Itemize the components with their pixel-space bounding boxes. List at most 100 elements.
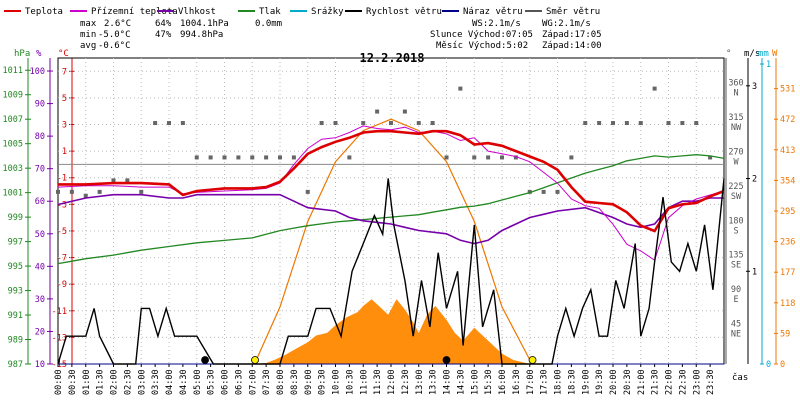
ms-axis-tick-label: 1 — [752, 267, 757, 277]
pct-axis-unit: % — [36, 49, 42, 59]
stat-min-pressure: 994.8hPa — [180, 30, 223, 40]
wind-direction-point — [56, 189, 60, 194]
hpa-axis-tick-label: 1011 — [3, 66, 23, 76]
wind-direction-point — [652, 86, 657, 91]
wind-direction-point — [347, 155, 352, 160]
time-axis-tick-label: 05:30 — [207, 369, 217, 395]
time-axis-tick-label: 12:30 — [401, 369, 411, 395]
w-axis-tick-label: 177 — [780, 268, 795, 278]
legend-label-gust: Náraz větru — [463, 7, 523, 17]
wind-direction-point — [708, 155, 713, 160]
dir-axis-tick-label: 315 — [728, 113, 743, 123]
time-axis-tick-label: 15:00 — [470, 369, 480, 395]
temp-axis-tick-label: -1 — [57, 174, 67, 184]
wind-direction-point — [472, 155, 477, 160]
dir-axis-tick-label: 90 — [731, 285, 741, 295]
dir-axis-unit: ° — [726, 49, 731, 59]
moonset-marker — [442, 356, 451, 364]
temp-axis-tick-label: -3 — [57, 200, 67, 210]
mm-axis-tick-label: 1 — [766, 60, 771, 70]
time-axis-tick-label: 04:00 — [165, 369, 175, 395]
temp-axis-tick-label: -11 — [52, 307, 67, 317]
pct-axis-tick-label: 80 — [35, 132, 45, 142]
wind-direction-point — [361, 121, 366, 126]
stat-max-humidity: 64% — [155, 19, 172, 29]
time-axis-tick-label: 18:00 — [554, 369, 564, 395]
w-axis-tick-label: 531 — [780, 85, 795, 95]
wind-direction-point — [680, 121, 685, 126]
w-axis-tick-label: 413 — [780, 146, 795, 156]
solar-radiation-area — [252, 299, 530, 364]
time-axis-tick-label: 13:30 — [429, 369, 439, 395]
pressure-line — [57, 154, 725, 265]
wind-direction-point — [666, 121, 671, 126]
time-axis-tick-label: 13:00 — [415, 369, 425, 395]
dir-axis-tick-label: 270 — [728, 147, 743, 157]
legend-label-temp: Teplota — [25, 7, 63, 17]
wind-direction-point — [638, 121, 643, 126]
legend-label-rain: Srážky — [311, 7, 344, 17]
wind-direction-point — [527, 189, 532, 194]
temp-axis-tick-label: 7 — [62, 67, 67, 77]
time-axis-label: čas — [732, 372, 748, 383]
dir-axis-compass-label: E — [733, 295, 738, 305]
time-axis-tick-label: 21:30 — [651, 369, 661, 395]
stat-max-temp: 2.6°C — [104, 19, 131, 29]
sun-rise-info: Slunce Východ:07:05 — [430, 30, 533, 40]
time-axis-tick-label: 06:30 — [234, 369, 244, 395]
w-axis-tick-label: 236 — [780, 238, 795, 248]
time-axis-tick-label: 02:30 — [123, 369, 133, 395]
time-axis-tick-label: 11:00 — [359, 369, 369, 395]
pct-axis-tick-label: 60 — [35, 197, 45, 207]
temp-axis-tick-label: 1 — [62, 147, 67, 157]
stat-avg-label: avg — [80, 41, 96, 51]
stat-min-label: min — [80, 30, 96, 40]
time-axis-tick-label: 02:00 — [110, 369, 120, 395]
wind-direction-point — [139, 189, 144, 194]
temp-axis-tick-label: 5 — [62, 94, 67, 104]
legend-label-wind: Rychlost větru — [366, 7, 442, 17]
dir-axis-compass-label: N — [733, 89, 738, 99]
time-axis-tick-label: 23:00 — [692, 369, 702, 395]
time-axis-tick-label: 12:00 — [387, 369, 397, 395]
pct-axis-tick-label: 90 — [35, 100, 45, 110]
time-axis-tick-label: 15:30 — [484, 369, 494, 395]
hpa-axis-tick-label: 1001 — [3, 189, 23, 199]
solar-theoretical-line — [253, 118, 533, 365]
wind-speed-line — [57, 178, 725, 365]
mm-axis-unit: mm — [758, 49, 769, 59]
wind-direction-point — [291, 155, 296, 160]
time-axis-tick-label: 09:00 — [304, 369, 314, 395]
wind-direction-point — [69, 189, 74, 194]
pct-axis-tick-label: 100 — [30, 67, 45, 77]
temp-axis-tick-label: 3 — [62, 121, 67, 131]
ms-axis-tick-label: 3 — [752, 82, 757, 92]
dir-axis-tick-label: 135 — [728, 251, 743, 261]
sunset-marker — [528, 356, 537, 364]
time-axis-tick-label: 10:00 — [332, 369, 342, 395]
time-axis-tick-label: 14:00 — [443, 369, 453, 395]
wind-direction-point — [583, 121, 588, 126]
wind-direction-point — [611, 121, 615, 126]
wind-direction-point — [513, 155, 518, 160]
sunrise-marker — [251, 356, 259, 364]
temp-axis-tick-label: -9 — [57, 280, 67, 290]
temp-axis-tick-label: -5 — [57, 227, 67, 237]
w-axis-tick-label: 295 — [780, 207, 795, 217]
hpa-axis-tick-label: 1003 — [3, 164, 23, 174]
pct-axis-tick-label: 40 — [35, 262, 45, 272]
temp-axis-unit: °C — [58, 49, 69, 59]
time-axis-tick-label: 08:00 — [276, 369, 286, 395]
plot-area — [56, 57, 725, 365]
wind-direction-point — [333, 121, 338, 126]
w-axis-tick-label: 59 — [780, 329, 790, 339]
legend-label-pressure: Tlak — [259, 7, 281, 17]
legend: Teplota Přízemní teplota Vlhkost Tlak Srážky… — [4, 7, 600, 17]
time-axis-tick-label: 05:00 — [193, 369, 203, 395]
time-axis-tick-label: 03:00 — [137, 369, 147, 395]
wind-direction-point — [97, 189, 102, 194]
time-axis-tick-label: 10:30 — [345, 369, 355, 395]
wind-direction-point — [264, 155, 269, 160]
ms-axis-unit: m/s — [744, 49, 760, 59]
dir-axis-compass-label: NE — [731, 330, 741, 340]
